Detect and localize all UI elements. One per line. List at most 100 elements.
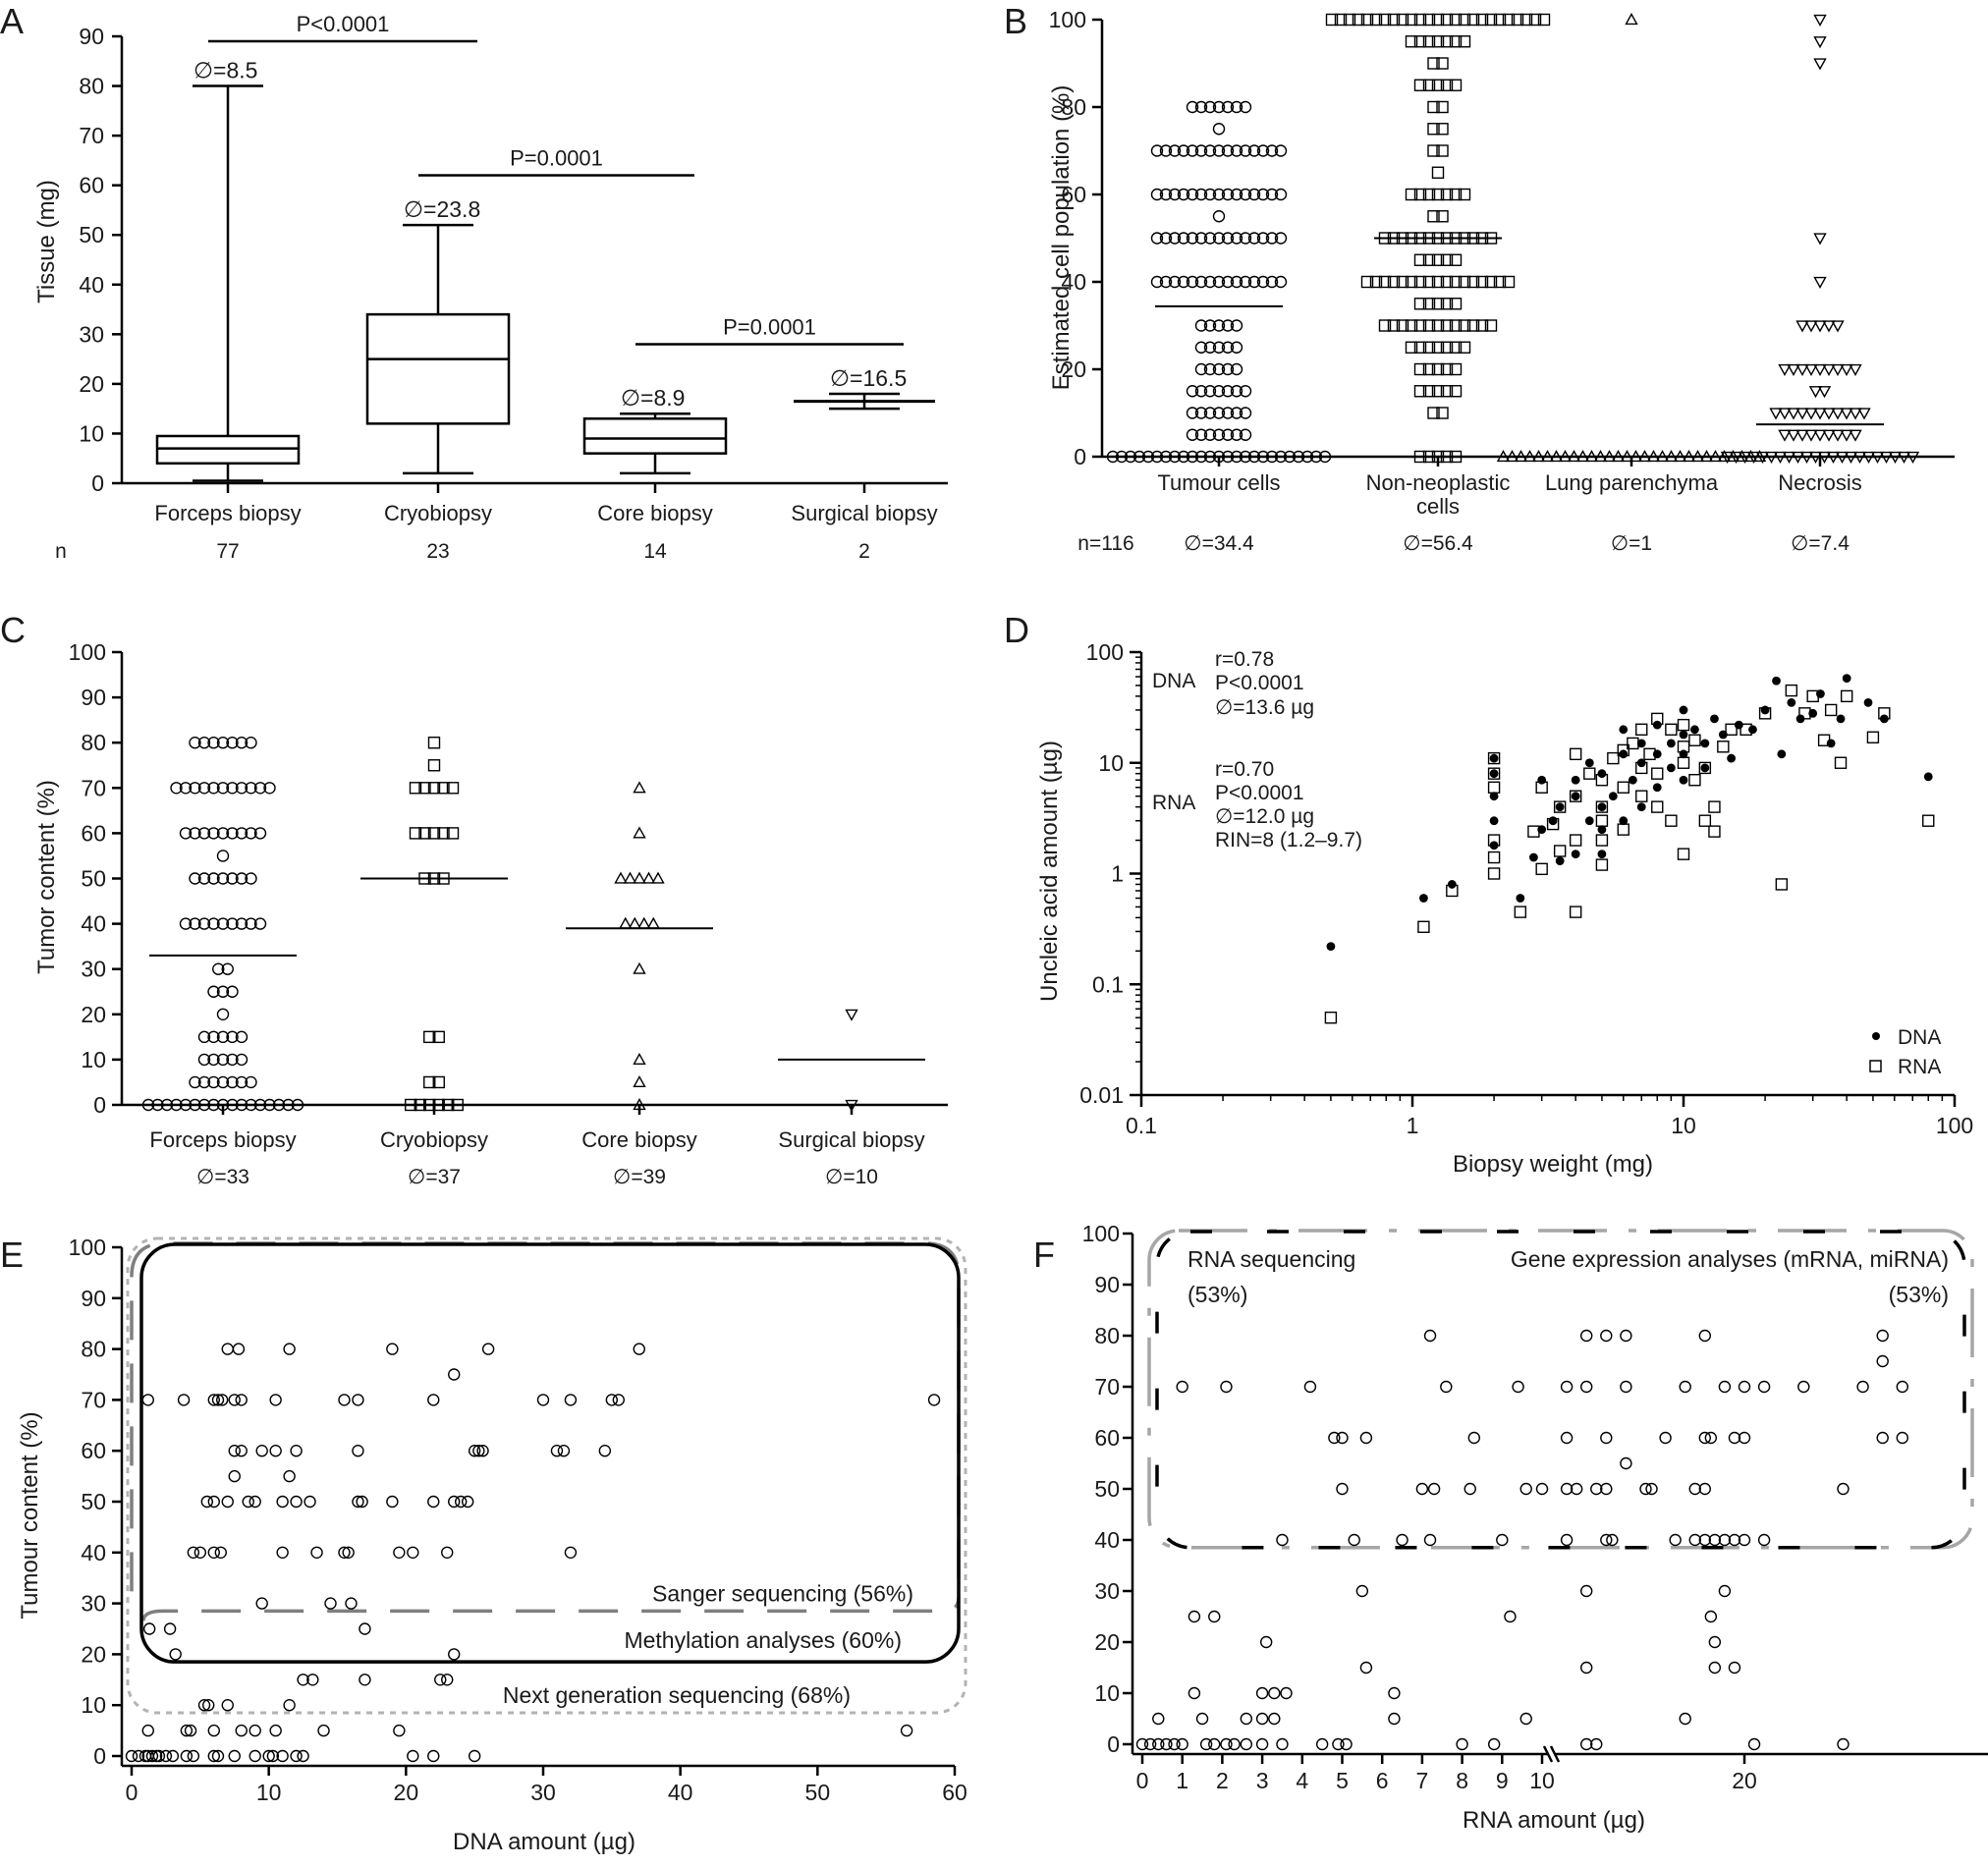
panel-f-data-point — [1228, 1737, 1241, 1751]
panel-f-data-point — [1340, 1737, 1353, 1751]
panel-e-data-point — [356, 1495, 368, 1509]
panel-e-data-point — [297, 1674, 309, 1686]
panel-e-data-point — [461, 1495, 474, 1509]
panel-b-data-point — [1212, 100, 1226, 114]
panel-d-rna-point — [1740, 723, 1752, 737]
panel-f-data-point — [1837, 1482, 1850, 1496]
panel-b-data-point — [1387, 13, 1401, 27]
panel-b-data-point — [1265, 450, 1279, 464]
panel-b-data-point — [1405, 188, 1418, 201]
panel-e-data-point — [180, 1724, 193, 1737]
panel-e-y-tick-label: 70 — [81, 1387, 106, 1412]
panel-b-data-point — [1378, 13, 1392, 27]
panel-b-data-point — [1177, 188, 1190, 201]
panel-b-data-point — [1247, 144, 1261, 157]
panel-f-data-point — [1639, 1482, 1652, 1496]
panel-c-data-point — [423, 1030, 436, 1044]
panel-f-region-rna-seq — [1147, 1229, 1974, 1550]
panel-c-data-point — [170, 782, 183, 795]
panel-d-rna-point — [1643, 747, 1656, 761]
panel-f-data-point — [1679, 1380, 1691, 1394]
panel-c-data-point — [235, 1030, 248, 1044]
panel-b-data-point — [1764, 451, 1779, 464]
panel-e-data-point — [221, 1698, 234, 1712]
panel-b-data-point — [1203, 144, 1217, 157]
panel-b-data-point — [1449, 79, 1463, 91]
panel-d-rna-point — [1324, 1011, 1338, 1024]
panel-b-data-point — [1449, 275, 1463, 289]
panel-f-data-point — [1688, 1533, 1701, 1547]
panel-b-data-point — [1787, 408, 1800, 420]
panel-f-x-tick-label: 4 — [1296, 1768, 1308, 1793]
panel-d-rna-point — [1775, 878, 1789, 891]
panel-b-data-point — [1449, 319, 1463, 332]
panel-f-data-point — [1560, 1380, 1574, 1394]
panel-d-dna-point — [1489, 792, 1499, 801]
panel-e-data-point — [132, 1749, 145, 1763]
panel-d-rna-point — [1922, 814, 1935, 827]
panel-f-data-point — [1187, 1610, 1201, 1623]
panel-b-data-point — [1431, 188, 1445, 201]
panel-e-y-tick-label: 30 — [81, 1591, 106, 1617]
panel-c-data-point — [189, 827, 201, 840]
panel-b-data-point — [1405, 275, 1418, 289]
panel-b-y-tick-label: 60 — [1061, 182, 1086, 207]
panel-f-data-point — [1600, 1329, 1613, 1343]
panel-f-data-point — [1415, 1482, 1429, 1496]
panel-b-data-point — [1484, 319, 1498, 332]
panel-e-data-point — [180, 1749, 193, 1763]
panel-e-data-point — [306, 1674, 319, 1686]
panel-d-dna-point — [1608, 792, 1618, 801]
panel-d-dna-line-2: P<0.0001 — [1215, 672, 1304, 694]
panel-f-data-point — [1896, 1380, 1909, 1394]
panel-d-legend-rna: RNA — [1898, 1056, 1941, 1078]
panel-e-data-point — [352, 1495, 364, 1509]
panel-b-data-point — [1168, 232, 1182, 245]
panel-c-data-point — [207, 917, 220, 930]
panel-f-data-point — [1738, 1431, 1751, 1445]
panel-f-data-point — [1606, 1533, 1619, 1547]
panel-b-data-point — [1212, 319, 1226, 332]
panel-b-data-point — [1422, 341, 1436, 354]
panel-f-data-point — [1280, 1686, 1293, 1700]
panel-e-ylabel: Tumour content (%) — [17, 1411, 43, 1619]
panel-b-data-point — [1422, 385, 1436, 398]
panel-e-y-tick-label: 90 — [81, 1286, 106, 1311]
panel-b-data-point — [1186, 100, 1199, 114]
panel-d-rna-point — [1725, 723, 1738, 737]
panel-f-data-point — [1590, 1737, 1603, 1751]
panel-b-data-point — [1203, 341, 1217, 354]
panel-b-data-point — [1436, 144, 1449, 157]
panel-b-data-point — [1778, 429, 1792, 442]
panel-letter-f: F — [1033, 1235, 1055, 1275]
panel-b-data-point — [1427, 210, 1440, 223]
panel-b-data-point — [1265, 275, 1279, 289]
panel-b-data-point — [1799, 451, 1814, 464]
panel-c-data-point — [633, 781, 646, 794]
panel-b-data-point — [1813, 429, 1827, 442]
panel-b-data-point — [1813, 320, 1827, 333]
panel-b-data-point — [1230, 407, 1243, 419]
panel-b-data-point — [1436, 407, 1449, 419]
panel-e-region-label-ngs: Next generation sequencing (68%) — [503, 1682, 851, 1708]
panel-b-data-point — [1343, 13, 1356, 27]
panel-d-dna-point — [1923, 772, 1933, 782]
panel-e-data-point — [283, 1698, 296, 1712]
panel-a-mean-label: ∅=16.5 — [830, 365, 907, 391]
panel-c-data-point — [432, 1098, 445, 1112]
panel-b-data-point — [1840, 429, 1853, 442]
panel-b-data-point — [1475, 13, 1489, 27]
panel-e-data-point — [159, 1749, 173, 1763]
panel-c-y-tick-label: 40 — [81, 911, 106, 937]
panel-b-data-point — [1431, 166, 1445, 179]
panel-f-data-point — [1259, 1635, 1273, 1649]
panel-b-data-point — [1413, 450, 1427, 464]
panel-a-n-value: 77 — [216, 540, 239, 563]
panel-c-y-tick-label: 0 — [93, 1092, 106, 1118]
panel-b-data-point — [1150, 275, 1164, 289]
panel-d-y-tick-label: 100 — [1086, 639, 1124, 665]
panel-f-data-point — [1698, 1482, 1712, 1496]
panel-a-n-value: 23 — [426, 540, 449, 563]
panel-d-dna-point — [1842, 674, 1851, 684]
panel-d-x-tick-label: 1 — [1407, 1113, 1419, 1138]
